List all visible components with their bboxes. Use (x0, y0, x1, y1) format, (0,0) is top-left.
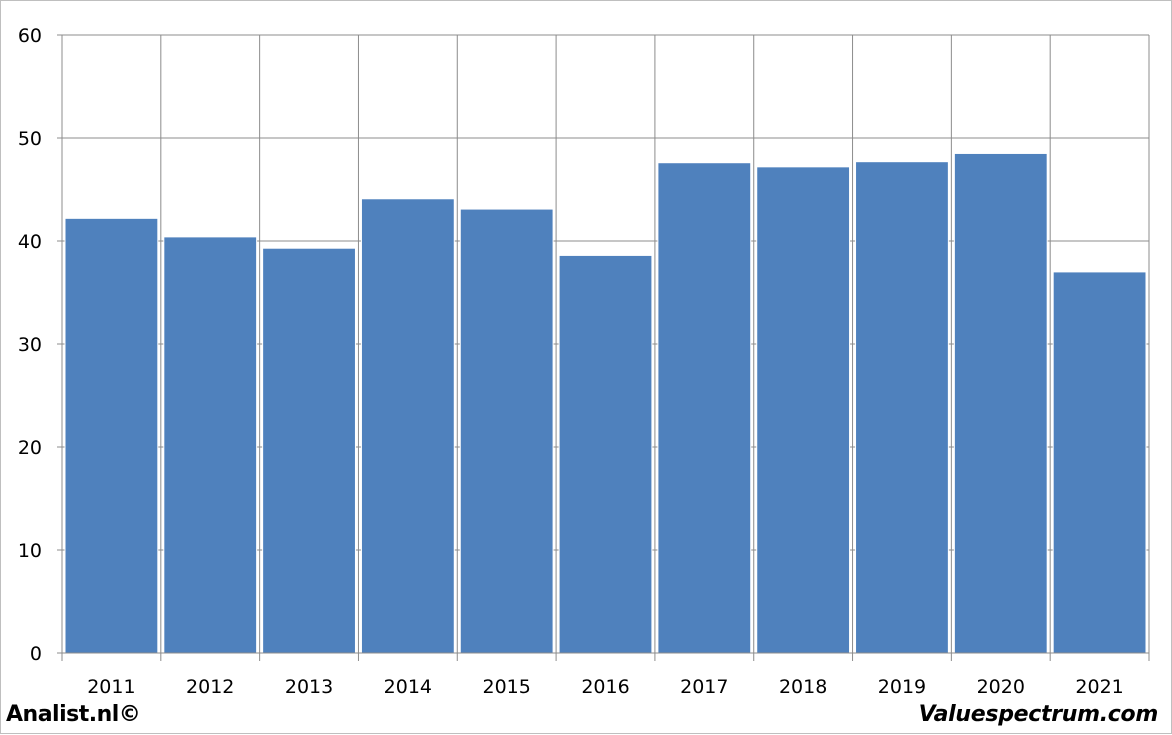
y-tick-label: 0 (30, 643, 42, 665)
bar-2015 (459, 208, 554, 654)
bar-2021 (1052, 271, 1147, 654)
y-tick-label: 60 (18, 25, 42, 47)
x-tick-label-2018: 2018 (779, 676, 827, 698)
y-tick-label: 30 (18, 334, 42, 356)
grid-lines (61, 34, 1150, 661)
x-tick-label-2021: 2021 (1075, 676, 1123, 698)
bars (64, 152, 1147, 654)
x-tick-label-2012: 2012 (186, 676, 234, 698)
footer-source-right: Valuespectrum.com (918, 702, 1159, 727)
y-tick-label: 20 (18, 437, 42, 459)
y-tick-label: 40 (18, 231, 42, 253)
footer-source-left: Analist.nl© (6, 702, 141, 727)
bar-2014 (360, 198, 455, 654)
x-tick-label-2015: 2015 (483, 676, 531, 698)
x-tick-label-2013: 2013 (285, 676, 333, 698)
x-tick-labels: 2011 2012 2013 2014 2015 2016 2017 2018 2019 2020… (87, 676, 1124, 698)
bar-2017 (657, 162, 752, 654)
bar-2012 (163, 236, 258, 654)
x-tick-label-2011: 2011 (87, 676, 135, 698)
bar-2011 (64, 217, 159, 654)
y-tick-label: 10 (18, 540, 42, 562)
x-tick-label-2019: 2019 (878, 676, 926, 698)
bar-2013 (262, 247, 356, 654)
y-tick-labels: 0 10 20 30 40 50 60 (18, 25, 42, 665)
x-tick-label-2016: 2016 (581, 676, 629, 698)
bar-2018 (756, 166, 851, 654)
y-tick-label: 50 (18, 128, 42, 150)
x-tick-label-2014: 2014 (384, 676, 432, 698)
bar-2019 (855, 161, 949, 654)
bar-2016 (558, 254, 653, 654)
x-tick-label-2020: 2020 (977, 676, 1025, 698)
x-tick-label-2017: 2017 (680, 676, 728, 698)
bar-2020 (953, 152, 1048, 654)
axes (57, 34, 1149, 654)
